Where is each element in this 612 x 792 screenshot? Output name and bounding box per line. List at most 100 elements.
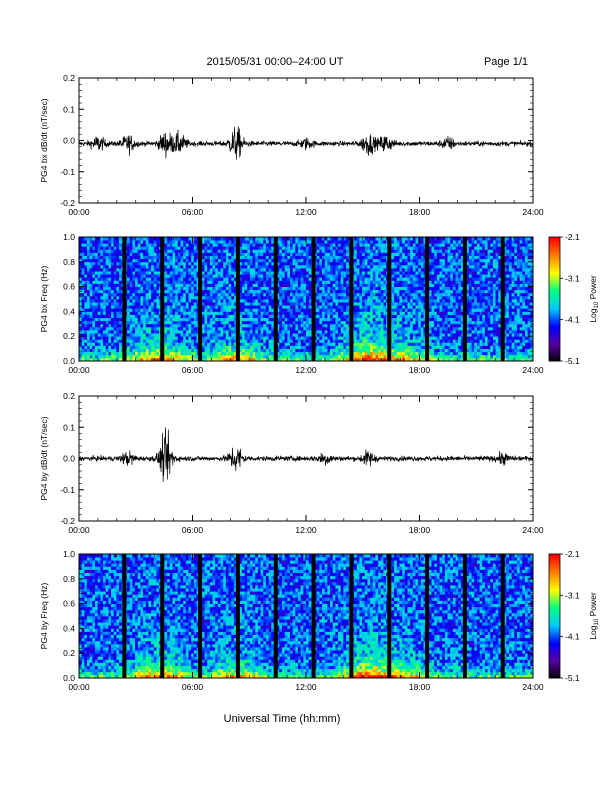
heatmap-cell: [116, 289, 120, 294]
heatmap-cell: [89, 357, 93, 362]
heatmap-cell: [252, 286, 256, 291]
heatmap-cell: [340, 348, 344, 353]
heatmap-cell: [260, 311, 264, 315]
heatmap-cell: [169, 305, 173, 309]
heatmap-cell: [113, 308, 117, 312]
heatmap-cell: [119, 302, 123, 306]
heatmap-cell: [129, 240, 133, 244]
heatmap-cell: [306, 277, 310, 281]
heatmap-cell: [201, 252, 205, 256]
heatmap-cell: [372, 305, 376, 309]
heatmap-cell: [111, 243, 115, 247]
heatmap-cell: [252, 295, 256, 300]
heatmap-cell: [103, 336, 107, 340]
heatmap-cell: [81, 283, 85, 287]
heatmap-cell: [372, 277, 376, 281]
heatmap-cell: [79, 348, 83, 353]
heatmap-cell: [175, 292, 179, 297]
heatmap-cell: [367, 308, 371, 312]
heatmap-cell: [196, 295, 200, 300]
heatmap-cell: [81, 255, 85, 260]
heatmap-cell: [399, 308, 403, 312]
heatmap-cell: [140, 317, 144, 322]
heatmap-cell: [129, 274, 133, 278]
heatmap-cell: [103, 348, 107, 353]
heatmap-cell: [252, 252, 256, 256]
heatmap-cell: [169, 258, 173, 263]
heatmap-cell: [119, 326, 123, 331]
heatmap-cell: [140, 314, 144, 318]
heatmap-cell: [247, 357, 251, 362]
heatmap-cell: [175, 252, 179, 256]
heatmap-cell: [372, 302, 376, 306]
heatmap-cell: [84, 243, 88, 247]
heatmap-cell: [367, 336, 371, 340]
heatmap-cell: [343, 326, 347, 331]
y-axis-label: PG4 bx dB/dt (nT/sec): [39, 98, 49, 182]
heatmap-cell: [279, 292, 283, 297]
heatmap-cell: [287, 249, 291, 253]
heatmap-cell: [169, 323, 173, 328]
heatmap-cell: [164, 351, 168, 356]
heatmap-cell: [252, 302, 256, 306]
heatmap-cell: [220, 249, 224, 253]
heatmap-cell: [191, 252, 195, 256]
heatmap-cell: [391, 271, 395, 275]
heatmap-cell: [177, 311, 181, 315]
heatmap-cell: [148, 237, 152, 241]
heatmap-cell: [116, 333, 120, 337]
heatmap-cell: [383, 292, 387, 297]
heatmap-cell: [172, 274, 176, 278]
heatmap-cell: [137, 240, 141, 244]
heatmap-cell: [354, 351, 358, 356]
heatmap-cell: [191, 277, 195, 281]
heatmap-cell: [129, 351, 133, 356]
heatmap-cell: [279, 317, 283, 322]
heatmap-cell: [300, 330, 304, 334]
heatmap-cell: [215, 295, 219, 300]
heatmap-cell: [300, 342, 304, 346]
heatmap-cell: [338, 336, 342, 340]
heatmap-cell: [212, 246, 216, 250]
heatmap-cell: [271, 323, 275, 328]
heatmap-cell: [370, 323, 374, 328]
heatmap-cell: [383, 274, 387, 278]
heatmap-cell: [119, 345, 123, 349]
heatmap-cell: [204, 314, 208, 318]
heatmap-cell: [241, 289, 245, 294]
heatmap-cell: [153, 274, 157, 278]
heatmap-cell: [343, 258, 347, 263]
heatmap-cell: [378, 348, 382, 353]
heatmap-cell: [300, 354, 304, 359]
heatmap-cell: [201, 357, 205, 362]
heatmap-cell: [241, 255, 245, 260]
heatmap-cell: [239, 351, 243, 356]
heatmap-cell: [364, 280, 368, 284]
heatmap-cell: [180, 237, 184, 241]
heatmap-cell: [100, 240, 104, 244]
heatmap-cell: [244, 357, 248, 362]
heatmap-cell: [284, 271, 288, 275]
heatmap-cell: [119, 339, 123, 343]
heatmap-cell: [391, 268, 395, 272]
heatmap-cell: [402, 268, 406, 272]
heatmap-cell: [289, 283, 294, 287]
heatmap-cell: [111, 289, 115, 294]
heatmap-cell: [100, 354, 104, 359]
heatmap-cell: [129, 345, 133, 349]
heatmap-cell: [394, 336, 398, 340]
heatmap-cell: [306, 351, 310, 356]
heatmap-cell: [113, 271, 117, 275]
heatmap-cell: [354, 348, 358, 353]
heatmap-cell: [378, 314, 382, 318]
heatmap-cell: [129, 342, 133, 346]
heatmap-cell: [319, 308, 323, 312]
heatmap-cell: [188, 277, 192, 281]
heatmap-cell: [271, 305, 275, 309]
heatmap-cell: [338, 283, 342, 287]
heatmap-cell: [188, 351, 192, 356]
heatmap-cell: [108, 280, 112, 284]
heatmap-cell: [281, 258, 286, 263]
heatmap-cell: [338, 354, 342, 359]
heatmap-cell: [169, 295, 173, 300]
